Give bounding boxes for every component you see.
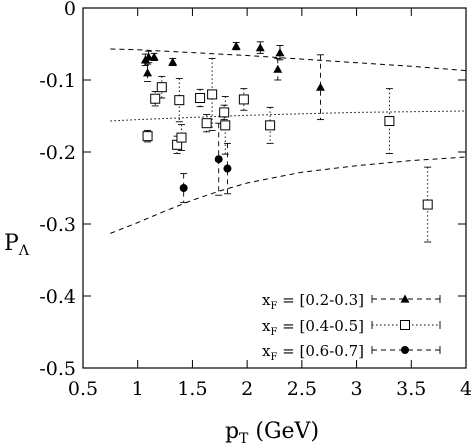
x-tick-label: 1	[132, 378, 144, 400]
x-axis-title-sub: T	[239, 431, 249, 445]
data-point-series-3	[214, 155, 223, 164]
y-tick-label: -0.3	[39, 214, 76, 236]
data-point-series-2	[174, 95, 185, 106]
y-axis-title-sub: Λ	[18, 243, 30, 259]
x-tick-label: 0.5	[68, 378, 98, 400]
data-point-series-1	[143, 68, 153, 77]
x-tick-label: 4	[460, 378, 472, 400]
data-point-series-2	[384, 116, 395, 127]
axis-ticks	[82, 7, 467, 369]
theory-curve-2	[110, 110, 467, 122]
y-tick-label: -0.2	[39, 142, 76, 164]
data-point-series-2	[422, 199, 433, 210]
data-point-series-2	[220, 120, 231, 131]
legend-marker-3	[401, 346, 409, 354]
data-point-series-2	[207, 89, 218, 100]
data-point-series-1	[275, 48, 285, 57]
data-point-series-1	[255, 43, 265, 52]
legend-label-range: = [0.2-0.3]	[277, 291, 364, 309]
legend-label-sub: F	[270, 327, 277, 338]
legend-label-range: = [0.4-0.5]	[277, 317, 364, 335]
data-point-series-1	[149, 52, 159, 61]
x-tick-label: 3	[351, 378, 363, 400]
data-point-series-2	[238, 94, 249, 105]
legend-label-1: xF = [0.2-0.3]	[262, 291, 364, 312]
x-axis-title-main: p	[225, 419, 239, 444]
legend-marker-2	[400, 320, 410, 330]
data-point-series-3	[179, 184, 188, 192]
data-point-series-2	[265, 120, 276, 131]
data-point-series-1	[231, 41, 241, 50]
legend-label-2: xF = [0.4-0.5]	[262, 317, 364, 338]
legend-label-sub: F	[270, 352, 277, 363]
x-tick-label: 2.5	[287, 378, 317, 400]
legend-label-main: x	[262, 342, 271, 360]
x-tick-label: 2	[241, 378, 253, 400]
plot-frame	[82, 7, 467, 369]
data-point-series-1	[315, 82, 325, 91]
y-axis-title-main: P	[4, 231, 19, 256]
legend-label-3: xF = [0.6-0.7]	[262, 342, 364, 363]
theory-curves	[110, 48, 467, 234]
data-point-series-2	[156, 82, 167, 93]
theory-curve-1	[110, 48, 467, 72]
x-tick-label: 1.5	[177, 378, 207, 400]
y-tick-label: -0.4	[39, 286, 76, 308]
x-axis-title: pT (GeV)	[225, 419, 319, 445]
data-point-series-1	[273, 64, 283, 73]
data-point-series-1	[168, 57, 178, 66]
data-markers	[140, 41, 433, 210]
x-axis-title-unit: (GeV)	[248, 419, 319, 444]
data-point-series-2	[219, 107, 230, 118]
y-tick-label: -0.5	[39, 358, 76, 380]
legend: xF = [0.2-0.3]xF = [0.4-0.5]xF = [0.6-0.…	[262, 291, 441, 363]
legend-label-main: x	[262, 317, 271, 335]
legend-label-sub: F	[270, 301, 277, 312]
data-point-series-2	[201, 118, 212, 129]
legend-label-range: = [0.6-0.7]	[277, 342, 364, 360]
data-point-series-2	[195, 93, 206, 103]
y-tick-label: -0.1	[39, 70, 76, 92]
data-point-series-2	[142, 131, 153, 142]
legend-marker-1	[400, 294, 410, 303]
x-tick-label: 3.5	[396, 378, 426, 400]
y-axis-title: PΛ	[4, 231, 30, 259]
data-point-series-2	[176, 132, 187, 143]
data-point-series-2	[150, 93, 161, 104]
y-tick-label: 0	[64, 0, 76, 20]
data-point-series-3	[223, 164, 232, 173]
legend-label-main: x	[262, 291, 271, 309]
axis-labels: 0.5 1 1.5 2 2.5 3 3.5 4 0 -0.1 -0.2 -0.3 -0.4 -0.5 pT …	[4, 0, 472, 445]
theory-curve-3	[110, 156, 467, 234]
